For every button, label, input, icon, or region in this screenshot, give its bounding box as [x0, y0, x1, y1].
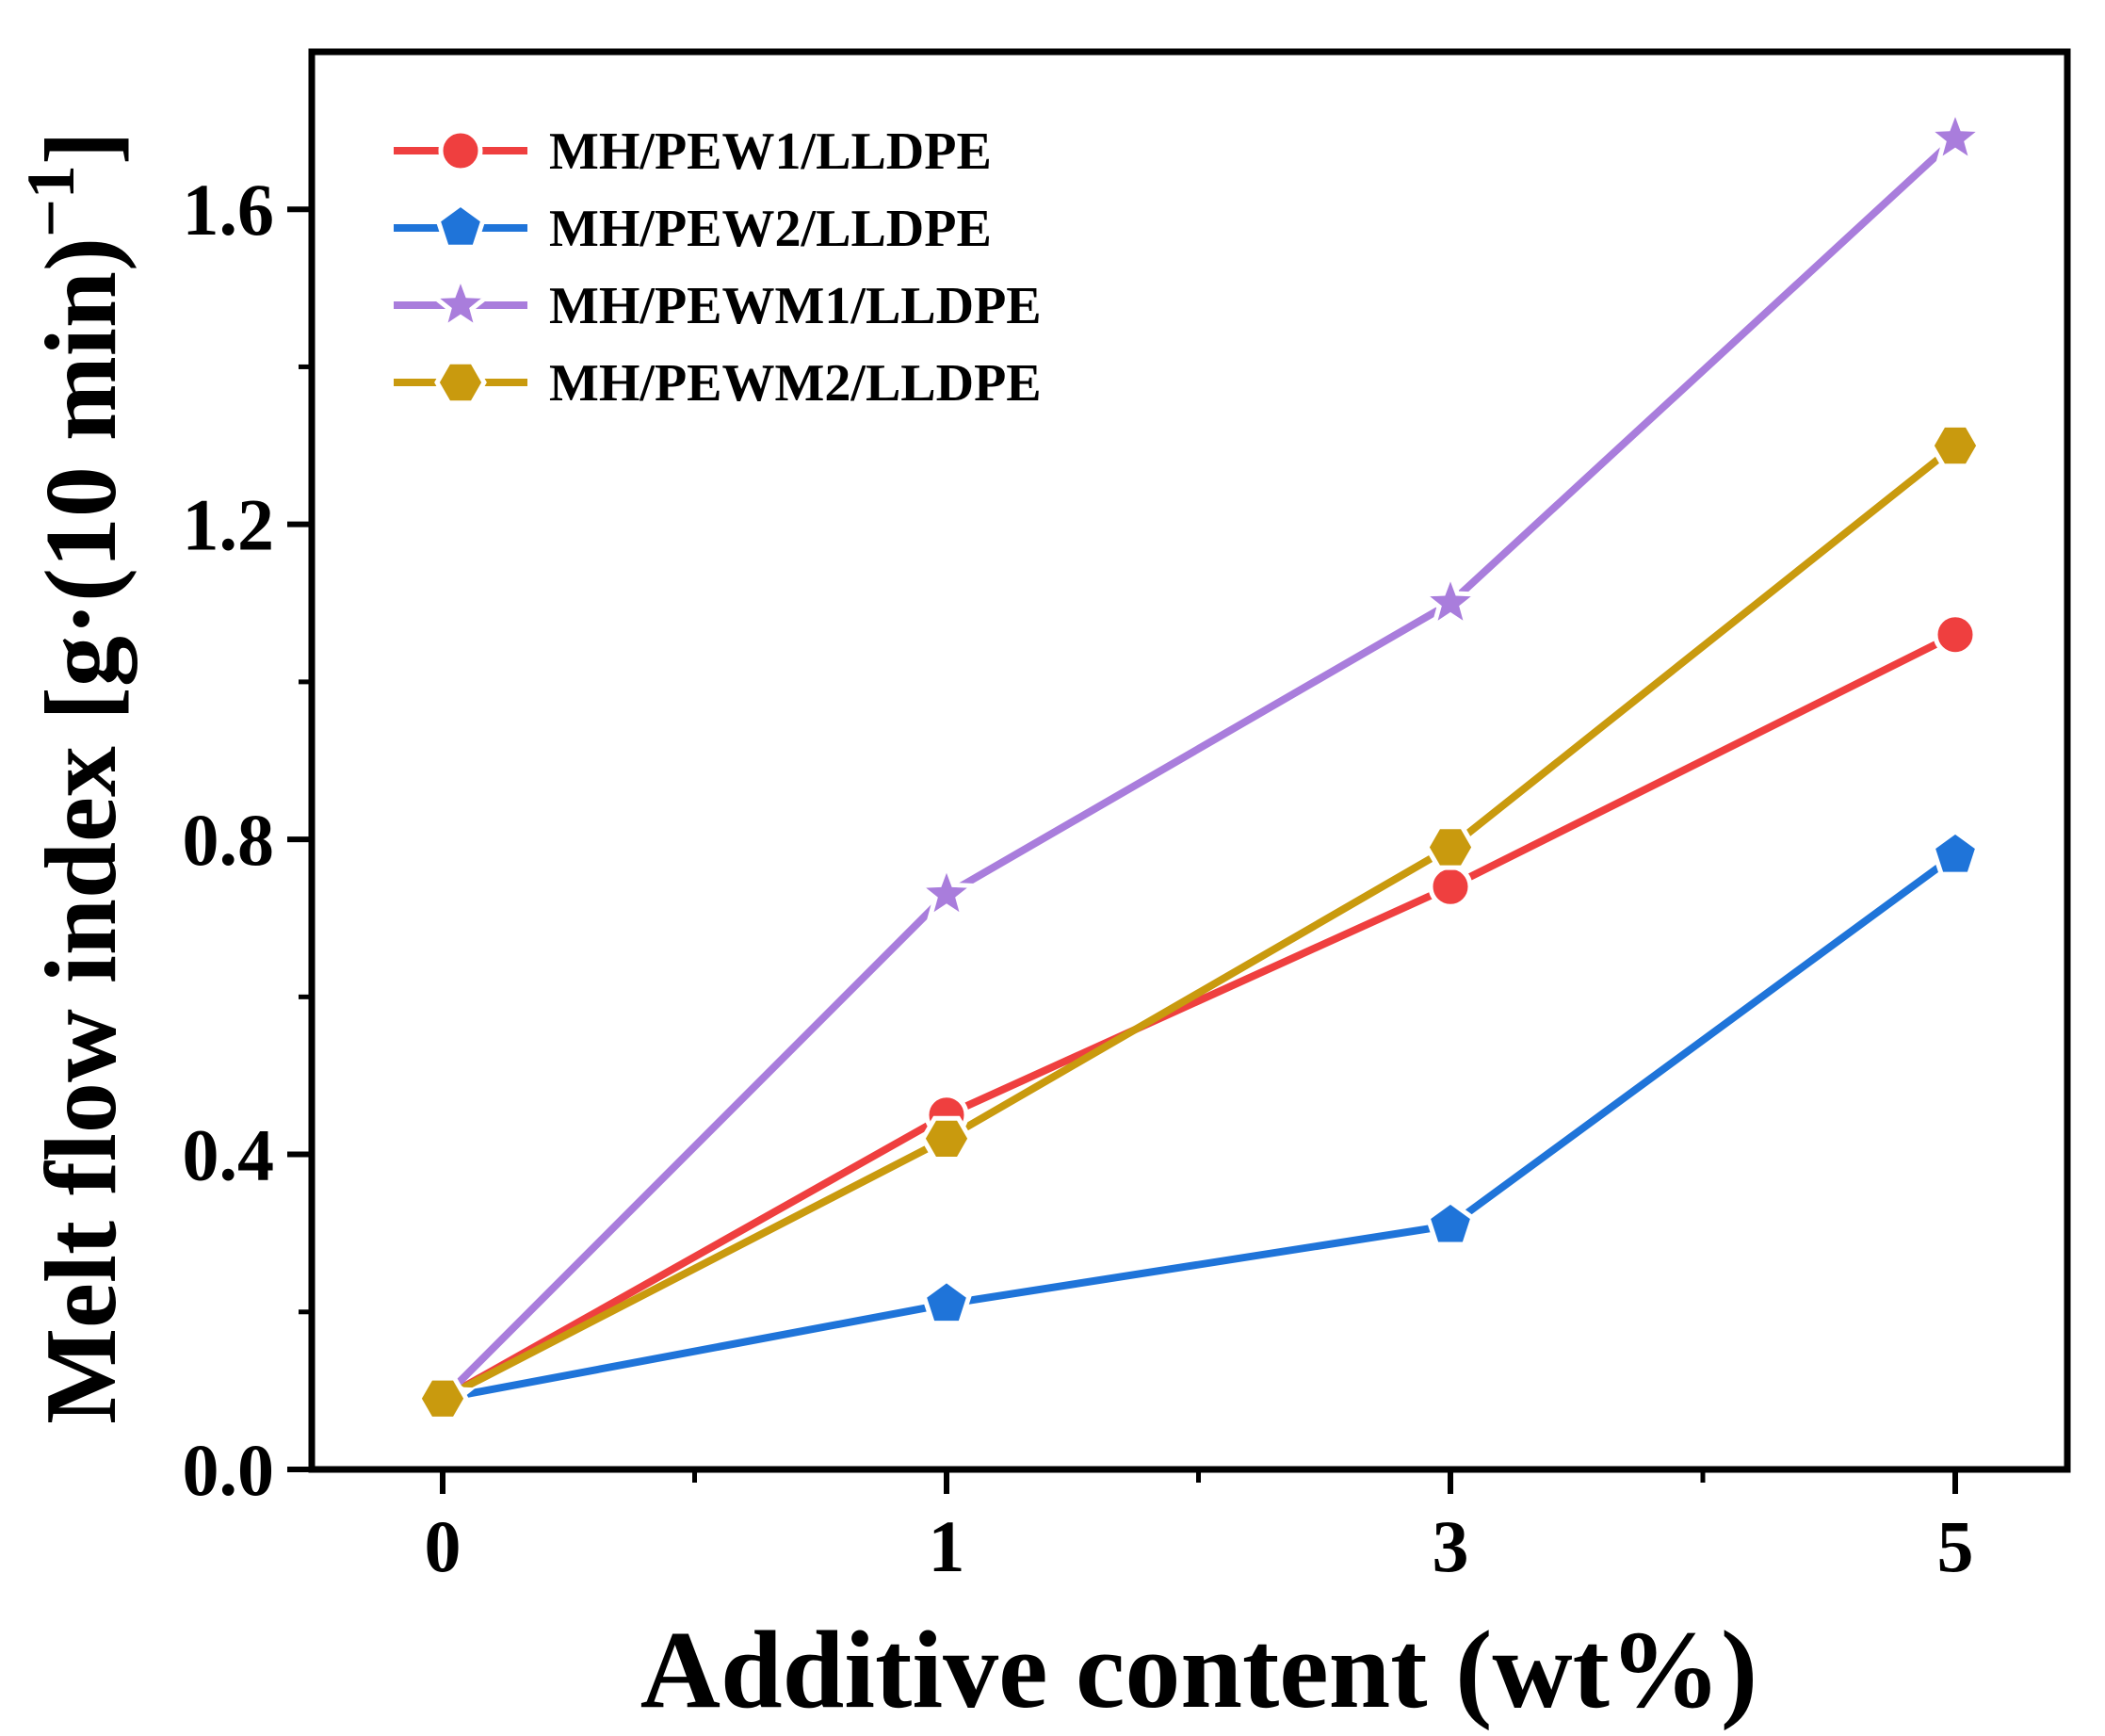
legend-label: MH/PEW1/LLDPE — [549, 122, 992, 181]
data-point — [1425, 1198, 1476, 1247]
legend-item: MH/PEWM1/LLDPE — [394, 269, 1042, 335]
y-tick-label: 0.0 — [183, 1429, 275, 1511]
series-MH/PEWM1/LLDPE — [440, 136, 1958, 1402]
data-point — [1424, 824, 1477, 870]
y-tick-label: 1.6 — [183, 169, 275, 251]
series-line — [440, 136, 1958, 1402]
y-axis-title-bracket: ] — [25, 131, 138, 165]
legend-marker — [438, 128, 483, 173]
y-tick-label: 0.4 — [183, 1114, 275, 1196]
series-markers-MH/PEW1/LLDPE — [420, 612, 1978, 1421]
legend: MH/PEW1/LLDPE MH/PEW2/LLDPE MH/PEWM1/LLDPE… — [394, 122, 1042, 413]
legend-item: MH/PEW2/LLDPE — [394, 200, 992, 258]
series-MH/PEW1/LLDPE — [441, 631, 1957, 1403]
series-MH/PEWM2/LLDPE — [441, 442, 1958, 1403]
axes-layer: 0.0 0.4 0.8 1.2 1.6 0 1 3 5 — [183, 169, 1974, 1587]
data-point — [1933, 612, 1978, 657]
x-tick-label: 1 — [929, 1505, 965, 1587]
data-point — [1921, 103, 1989, 167]
x-axis-title: Additive content (wt%) — [640, 1608, 1757, 1731]
legend-label: MH/PEW2/LLDPE — [549, 200, 992, 258]
data-point — [1417, 568, 1484, 632]
plot-frame — [308, 48, 2071, 1473]
series-line — [441, 442, 1958, 1403]
data-point — [416, 1375, 469, 1421]
y-tick-label: 1.2 — [183, 484, 275, 566]
data-point — [1428, 864, 1473, 909]
series-MH/PEW2/LLDPE — [442, 852, 1958, 1403]
data-point — [1929, 422, 1982, 469]
legend-marker — [427, 269, 494, 334]
data-point — [920, 1115, 973, 1161]
legend-label: MH/PEWM1/LLDPE — [549, 277, 1042, 335]
x-tick-label: 0 — [425, 1505, 461, 1587]
series-line — [441, 631, 1957, 1403]
data-point — [921, 1277, 972, 1326]
data-point — [913, 859, 980, 923]
x-tick-label: 3 — [1433, 1505, 1469, 1587]
legend-item: MH/PEW1/LLDPE — [394, 122, 992, 181]
legend-label: MH/PEWM2/LLDPE — [549, 354, 1042, 413]
legend-item: MH/PEWM2/LLDPE — [394, 354, 1042, 413]
x-tick-label: 5 — [1937, 1505, 1974, 1587]
series-markers-MH/PEW2/LLDPE — [417, 828, 1981, 1420]
series-layer — [409, 103, 1989, 1427]
series-line — [442, 852, 1958, 1403]
y-axis-title-exponent: −1 — [13, 165, 89, 237]
y-tick-label: 0.8 — [183, 799, 275, 881]
legend-marker — [435, 201, 486, 250]
series-markers-MH/PEWM2/LLDPE — [416, 422, 1982, 1421]
data-point — [1930, 828, 1981, 877]
y-axis-title: Melt flow index [g·(10 min)−1] — [13, 131, 138, 1424]
y-axis-title-main: Melt flow index [g·(10 min) — [25, 237, 138, 1424]
legend-marker — [434, 359, 487, 406]
